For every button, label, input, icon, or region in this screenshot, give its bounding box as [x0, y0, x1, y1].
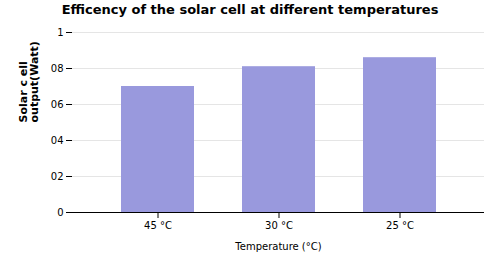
html-text:Efficency of the solar cell at: Efficency of the solar cell at different… [61, 2, 439, 17]
svg-text:08: 08 [51, 63, 64, 74]
svg-text:Temperature (°C): Temperature (°C) [234, 241, 321, 252]
svg-text:02: 02 [51, 171, 64, 182]
svg-text:25 °C: 25 °C [386, 220, 414, 231]
svg-text:Solar c elloutput(Watt): Solar c elloutput(Watt) [17, 41, 41, 122]
svg-text:06: 06 [51, 99, 64, 110]
svg-text:0: 0 [57, 207, 63, 218]
svg-text:45 °C: 45 °C [144, 220, 172, 231]
svg-text:30 °C: 30 °C [265, 220, 293, 231]
svg-text:1: 1 [57, 27, 63, 38]
svg-text:04: 04 [51, 135, 64, 146]
